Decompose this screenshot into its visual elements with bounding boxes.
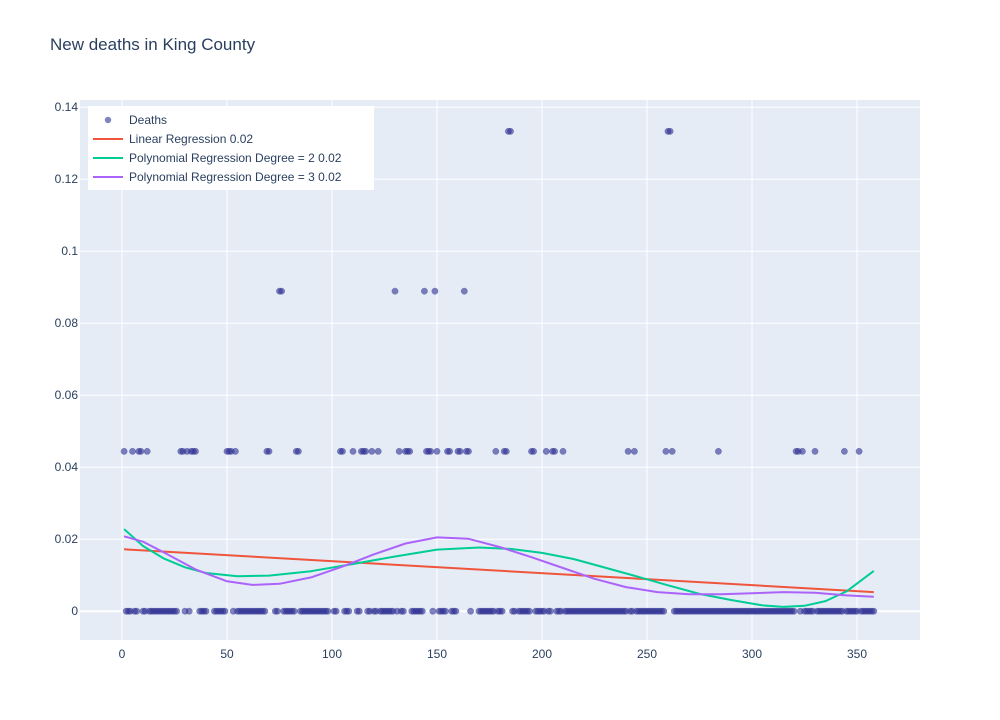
y-tick-label: 0.04 — [55, 460, 79, 474]
legend-label: Deaths — [129, 113, 167, 127]
series-line — [123, 535, 874, 598]
deaths-point — [395, 447, 403, 455]
deaths-point — [427, 447, 435, 455]
deaths-point — [420, 287, 428, 295]
deaths-point — [345, 607, 353, 615]
deaths-point — [542, 447, 550, 455]
deaths-point — [530, 447, 538, 455]
x-tick-label: 0 — [119, 647, 126, 661]
deaths-point — [202, 607, 210, 615]
x-tick-label: 50 — [220, 647, 234, 661]
x-tick-label: 250 — [637, 647, 657, 661]
series-line — [124, 548, 874, 594]
legend-label: Polynomial Regression Degree = 2 0.02 — [129, 151, 342, 165]
y-tick-label: 0.1 — [61, 244, 78, 258]
deaths-point — [666, 127, 674, 135]
deaths-point — [399, 607, 407, 615]
legend-label: Linear Regression 0.02 — [129, 132, 253, 146]
deaths-point — [429, 607, 437, 615]
deaths-point — [185, 607, 193, 615]
deaths-point — [433, 447, 441, 455]
deaths-point — [368, 447, 376, 455]
deaths-point — [460, 287, 468, 295]
legend: Deaths Linear Regression 0.02 Polynomial R… — [88, 106, 374, 190]
deaths-point — [143, 447, 151, 455]
deaths-point — [551, 447, 559, 455]
deaths-point — [221, 607, 229, 615]
data-marks — [120, 127, 878, 615]
deaths-point — [465, 447, 472, 455]
deaths-point — [406, 447, 414, 455]
deaths-point — [441, 607, 449, 615]
deaths-point — [273, 607, 281, 615]
deaths-point — [668, 447, 676, 455]
deaths-point — [467, 607, 475, 615]
x-tick-label: 200 — [532, 647, 552, 661]
deaths-point — [446, 447, 454, 455]
deaths-point — [374, 447, 382, 455]
deaths-point — [355, 607, 363, 615]
legend-box — [88, 106, 374, 190]
deaths-point — [498, 607, 506, 615]
y-tick-label: 0 — [71, 604, 78, 618]
x-tick-label: 300 — [742, 647, 762, 661]
deaths-point — [630, 447, 638, 455]
deaths-point — [811, 447, 819, 455]
deaths-point — [391, 287, 399, 295]
deaths-point — [662, 447, 670, 455]
deaths-point — [261, 607, 269, 615]
deaths-point — [624, 447, 632, 455]
x-tick-label: 350 — [847, 647, 867, 661]
deaths-point — [192, 447, 199, 455]
y-tick-label: 0.14 — [55, 100, 79, 114]
deaths-point — [870, 607, 878, 615]
series-line — [123, 528, 875, 608]
deaths-point — [790, 607, 798, 615]
deaths-point — [278, 287, 286, 295]
y-tick-label: 0.02 — [55, 532, 79, 546]
deaths-point — [714, 447, 722, 455]
deaths-point — [231, 447, 239, 455]
deaths-point — [120, 447, 128, 455]
deaths-point — [431, 287, 439, 295]
deaths-point — [362, 447, 370, 455]
deaths-point — [137, 447, 145, 455]
deaths-point — [339, 447, 346, 455]
deaths-point — [173, 607, 181, 615]
y-tick-label: 0.06 — [55, 388, 79, 402]
deaths-point — [456, 447, 464, 455]
chart-title: New deaths in King County — [50, 35, 256, 54]
axis-ticks: 0 50 100 150 200 250 300 350 0 0.02 0.04 0.06 0.08 0.… — [55, 100, 868, 661]
deaths-point — [324, 607, 332, 615]
deaths-point — [840, 447, 848, 455]
deaths-point — [502, 447, 510, 455]
deaths-point — [265, 447, 273, 455]
deaths-point — [855, 447, 863, 455]
deaths-point — [546, 607, 554, 615]
deaths-point — [294, 447, 302, 455]
legend-marker — [104, 116, 112, 124]
y-tick-label: 0.12 — [55, 172, 79, 186]
deaths-point — [660, 607, 668, 615]
deaths-point — [129, 447, 136, 455]
deaths-point — [133, 607, 141, 615]
deaths-point — [349, 447, 357, 455]
deaths-point — [559, 447, 567, 455]
deaths-point — [452, 607, 460, 615]
deaths-point — [507, 127, 514, 135]
y-tick-label: 0.08 — [55, 316, 79, 330]
deaths-point — [332, 607, 340, 615]
deaths-point — [492, 447, 500, 455]
deaths-point — [418, 607, 426, 615]
x-tick-label: 150 — [427, 647, 447, 661]
x-tick-label: 100 — [322, 647, 342, 661]
deaths-point — [798, 447, 806, 455]
deaths-point — [290, 607, 298, 615]
deaths-point — [525, 607, 533, 615]
legend-label: Polynomial Regression Degree = 3 0.02 — [129, 170, 342, 184]
